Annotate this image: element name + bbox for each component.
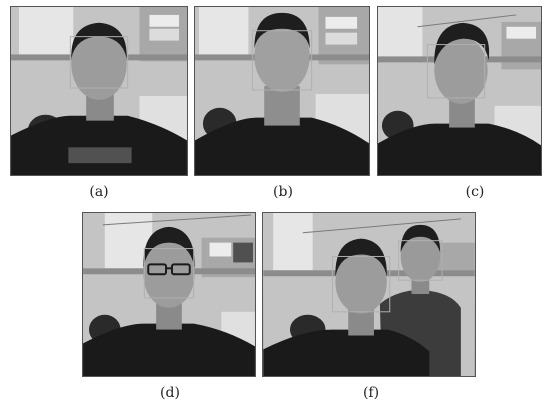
panel-f-image — [262, 212, 476, 377]
panel-c-image — [377, 6, 542, 176]
panel-b-image — [194, 6, 370, 176]
panel-f-caption: (f) — [362, 385, 380, 401]
panel-b-caption: (b) — [273, 184, 293, 200]
photo-frontal-face — [11, 7, 187, 175]
panel-a-caption: (a) — [89, 184, 109, 200]
panel-d-image — [82, 212, 256, 377]
panel-a-image — [10, 6, 188, 176]
photo-face-with-glasses — [83, 213, 255, 376]
panel-c-caption: (c) — [465, 184, 485, 200]
photo-face-rotated — [378, 7, 541, 175]
panel-d-caption: (d) — [160, 385, 180, 401]
photo-two-faces — [263, 213, 475, 376]
photo-face-tilted-up — [195, 7, 369, 175]
